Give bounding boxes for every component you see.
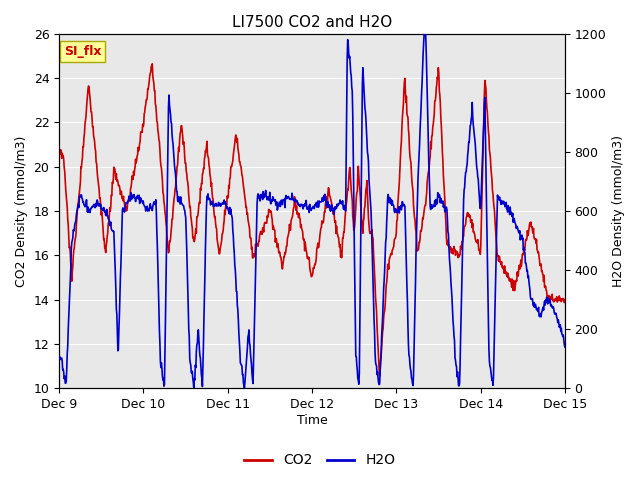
X-axis label: Time: Time: [296, 414, 328, 427]
Y-axis label: CO2 Density (mmol/m3): CO2 Density (mmol/m3): [15, 135, 28, 287]
Y-axis label: H2O Density (mmol/m3): H2O Density (mmol/m3): [612, 135, 625, 287]
Text: SI_flx: SI_flx: [64, 45, 102, 58]
Title: LI7500 CO2 and H2O: LI7500 CO2 and H2O: [232, 15, 392, 30]
Legend: CO2, H2O: CO2, H2O: [239, 448, 401, 473]
